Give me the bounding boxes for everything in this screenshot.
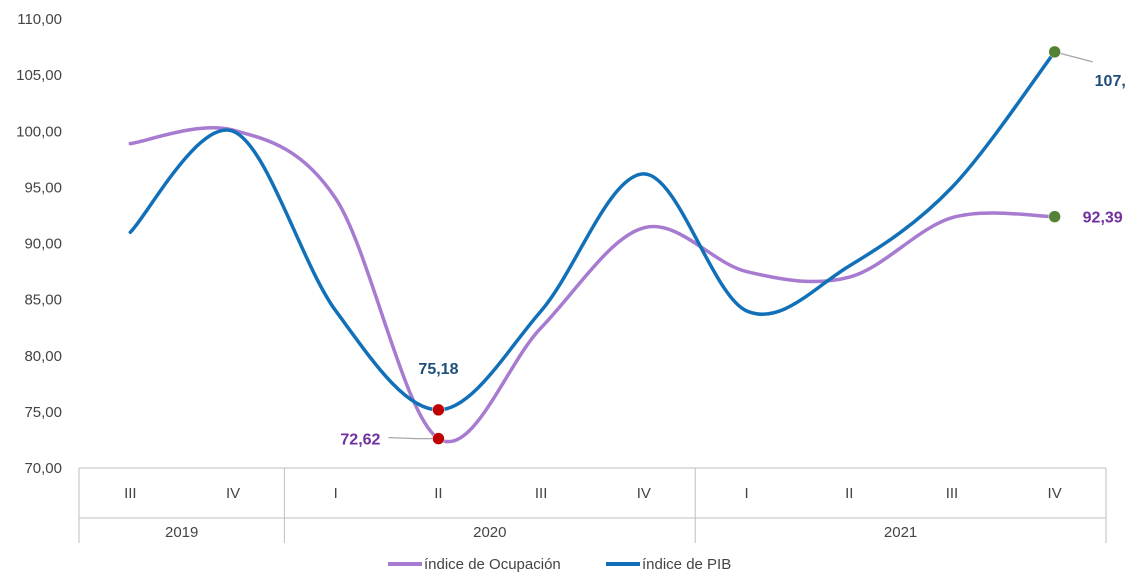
y-tick-label: 95,00	[24, 179, 62, 196]
legend-label: índice de Ocupación	[424, 556, 561, 573]
y-tick-label: 100,00	[16, 123, 62, 140]
y-tick-label: 110,00	[17, 11, 62, 28]
x-category-label: IV	[637, 485, 651, 502]
data-label-leader	[1054, 51, 1093, 63]
series-layer	[128, 50, 1057, 444]
x-category-label: II	[434, 485, 442, 502]
y-tick-label: 105,00	[16, 67, 62, 84]
x-category-label: III	[535, 485, 548, 502]
legend: índice de Ocupación índice de PIB	[388, 556, 731, 573]
x-group-label: 2019	[165, 524, 198, 541]
y-tick-label: 80,00	[24, 348, 62, 365]
y-axis: 70,00 75,00 80,00 85,00 90,00 95,00 100,00 105,…	[16, 11, 62, 477]
y-tick-label: 70,00	[24, 460, 62, 477]
x-category-label: II	[845, 485, 853, 502]
series-line-pib	[128, 50, 1057, 412]
data-label: 92,39	[1083, 210, 1123, 227]
data-label: 75,18	[418, 361, 458, 378]
x-group-label: 2021	[884, 524, 917, 541]
x-category-label: IV	[1048, 485, 1062, 502]
data-point-marker	[1048, 45, 1061, 59]
data-labels: 75,18 72,62 107,07 92,39	[340, 45, 1126, 449]
data-point-marker	[432, 432, 445, 445]
x-category-label: III	[124, 485, 137, 502]
y-tick-label: 90,00	[24, 236, 62, 253]
y-tick-label: 75,00	[24, 404, 62, 421]
legend-label: índice de PIB	[642, 556, 731, 573]
x-group-label: 2020	[473, 524, 506, 541]
x-category-label: I	[334, 485, 338, 502]
data-point-marker	[432, 403, 445, 417]
x-category-label: IV	[226, 485, 240, 502]
data-label: 107,07	[1095, 73, 1126, 90]
series-line-ocupacion	[128, 126, 1057, 444]
x-category-label: I	[744, 485, 748, 502]
data-point-marker	[1048, 210, 1061, 223]
data-label-leader	[388, 436, 417, 440]
x-category-label: III	[946, 485, 959, 502]
data-label: 72,62	[340, 432, 380, 449]
y-tick-label: 85,00	[24, 292, 62, 309]
